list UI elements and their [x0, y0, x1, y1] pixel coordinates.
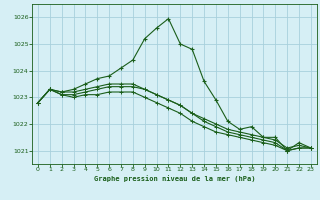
- X-axis label: Graphe pression niveau de la mer (hPa): Graphe pression niveau de la mer (hPa): [94, 175, 255, 182]
